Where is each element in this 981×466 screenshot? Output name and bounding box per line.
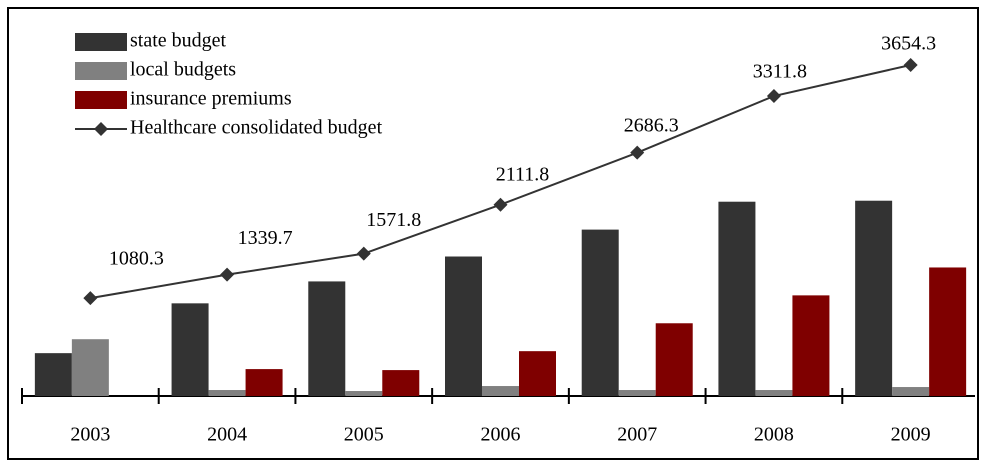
value-label: 3654.3 [881,33,936,55]
bar [718,201,756,396]
x-tick-label: 2008 [754,424,794,446]
legend-marker [94,122,108,136]
legend-swatch [75,91,127,109]
marker [766,89,781,104]
bar [345,391,383,396]
value-label: 2686.3 [624,114,679,136]
legend-label: local budgets [130,59,236,81]
value-label: 1571.8 [366,209,421,231]
legend-swatch [75,62,127,80]
bar [308,281,346,396]
legend-label: insurance premiums [130,88,292,110]
bar [71,339,109,396]
bar [208,390,246,396]
x-tick-label: 2006 [481,424,521,446]
value-label: 1080.3 [109,248,164,270]
bar [382,370,420,396]
value-label: 3311.8 [753,61,807,83]
legend-label: Healthcare consolidated budget [130,117,383,139]
bar [482,386,519,396]
bar [445,256,482,396]
x-tick-label: 2005 [344,424,384,446]
bar [755,390,793,396]
x-tick-label: 2009 [891,424,931,446]
x-tick-label: 2004 [207,424,247,446]
bar [618,390,656,396]
marker [356,246,371,261]
x-tick-label: 2003 [70,424,110,446]
bar [892,387,930,396]
bar [519,351,556,396]
bar [245,369,283,396]
bar [929,267,967,396]
marker [903,58,918,72]
marker [493,197,508,212]
value-label: 1339.7 [238,227,293,249]
marker [630,145,645,160]
legend-swatch [75,33,127,51]
bar [34,353,72,396]
bar [171,303,209,396]
frame [7,7,979,460]
value-label: 2111.8 [496,163,550,185]
bar [581,229,619,396]
bar [792,295,830,396]
x-tick-label: 2007 [617,424,657,446]
bar [655,323,693,396]
marker [83,291,98,306]
bar [855,200,893,396]
marker [220,267,235,282]
legend-label: state budget [130,30,227,52]
